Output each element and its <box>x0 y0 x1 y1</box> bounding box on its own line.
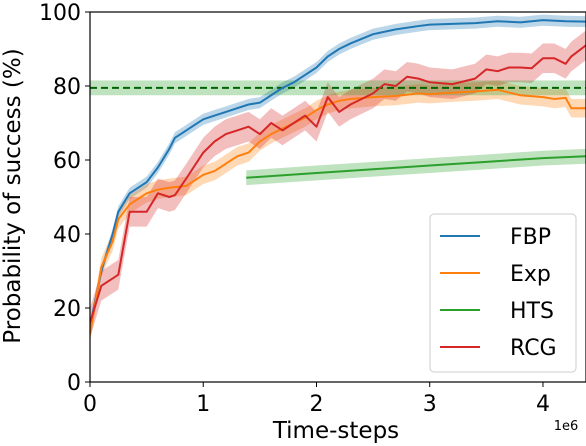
axes <box>89 11 586 383</box>
line-rcg <box>90 44 586 324</box>
x-axis-label: Time-steps <box>272 418 399 444</box>
y-tick-label: 20 <box>53 297 81 322</box>
legend-box <box>429 213 577 373</box>
x-offset-label: 1e6 <box>554 419 579 434</box>
x-tick-label: 2 <box>309 392 323 417</box>
legend-label-hts: HTS <box>510 299 554 324</box>
x-tick-label: 3 <box>423 392 437 417</box>
legend-label-exp: Exp <box>510 262 551 287</box>
series-lines <box>90 19 586 335</box>
y-tick-label: 80 <box>53 75 81 100</box>
legend: FBP Exp HTS RCG <box>429 213 577 373</box>
legend-label-fbp: FBP <box>510 225 551 250</box>
y-tick-label: 100 <box>39 1 81 26</box>
plot-frame <box>89 11 586 383</box>
x-tick-label: 0 <box>83 392 97 417</box>
x-tick-label: 1 <box>196 392 210 417</box>
line-fbp <box>90 19 586 327</box>
x-tick-label: 4 <box>536 392 550 417</box>
y-tick-label: 40 <box>53 223 81 248</box>
y-tick-label: 60 <box>53 149 81 174</box>
line-hts <box>246 155 586 179</box>
y-tick-label: 0 <box>67 371 81 396</box>
y-axis-label: Probability of success (%) <box>0 48 26 343</box>
legend-label-rcg: RCG <box>510 336 557 361</box>
